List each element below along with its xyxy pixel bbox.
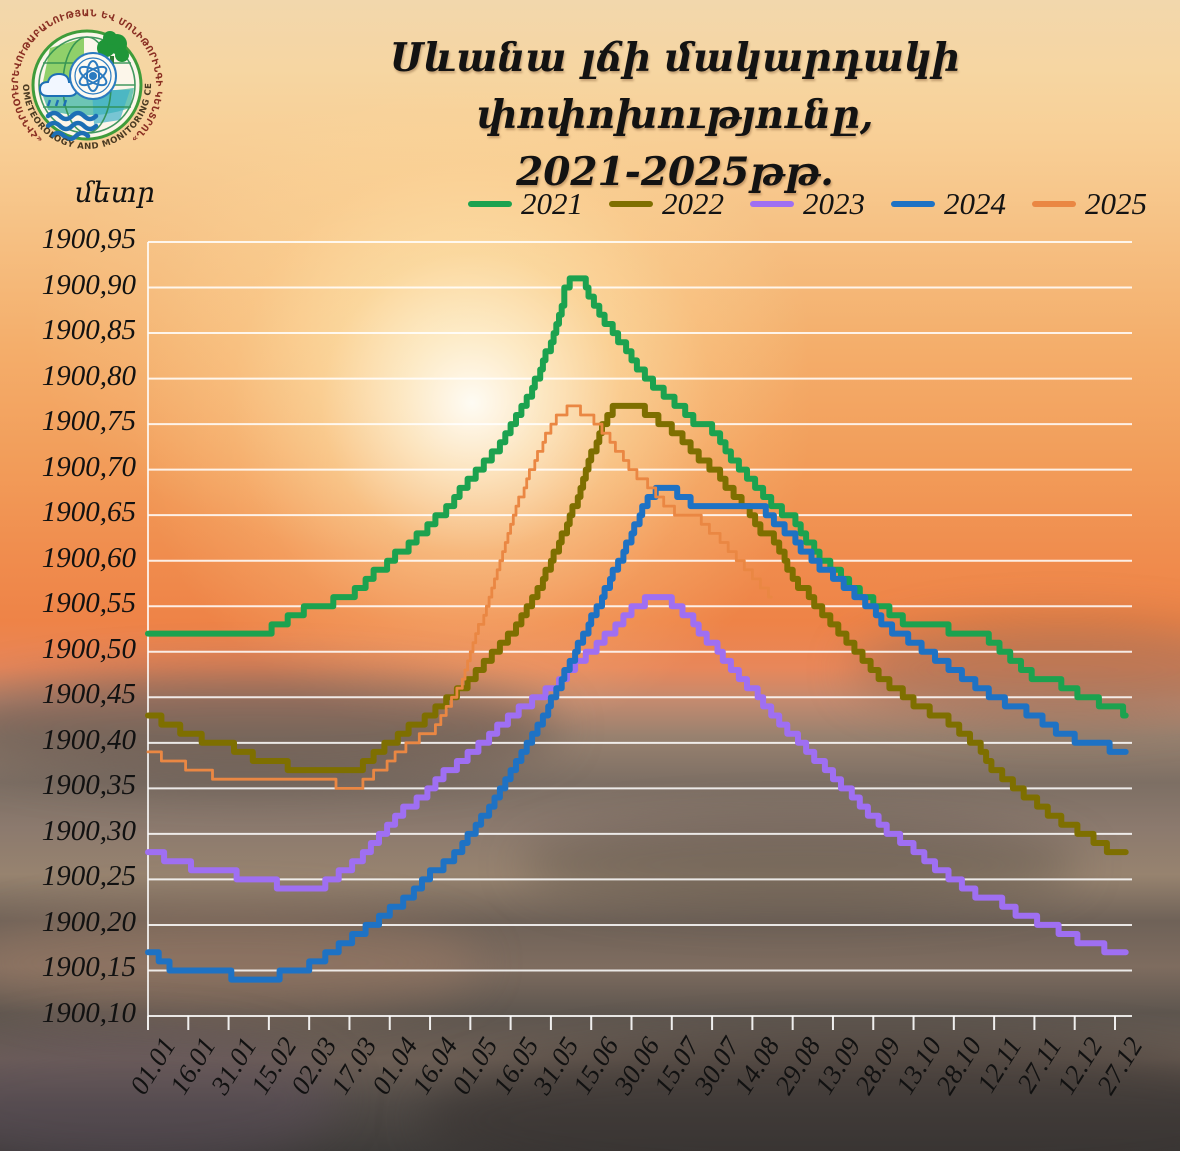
legend-label-2023: 2023 — [803, 186, 865, 221]
y-tick-label: 1900,30 — [41, 814, 136, 847]
logo-cloud-icon — [38, 72, 79, 107]
y-tick-label: 1900,10 — [41, 997, 136, 1029]
y-tick-label: 1900,70 — [41, 450, 136, 483]
y-tick-label: 1900,80 — [41, 359, 136, 392]
legend-swatch-2025 — [1032, 201, 1076, 207]
legend-swatch-2023 — [750, 201, 794, 207]
legend-label-2025: 2025 — [1085, 186, 1147, 221]
y-tick-label: 1900,25 — [41, 860, 136, 893]
y-tick-label: 1900,65 — [41, 496, 136, 529]
chart-title: Սևանա լճի մակարդակի փոփոխությունը, 2021-… — [190, 30, 1160, 201]
legend-item-2023: 2023 — [750, 186, 865, 222]
y-tick-label: 1900,20 — [41, 905, 136, 938]
series-line-2022 — [145, 402, 1129, 856]
series-line-2021 — [145, 275, 1129, 719]
chart-title-line2: 2021-2025թթ. — [516, 149, 834, 195]
series-line-2024 — [145, 484, 1129, 983]
legend-item-2021: 2021 — [468, 186, 583, 222]
legend-item-2025: 2025 — [1032, 186, 1147, 222]
y-tick-label: 1900,60 — [41, 541, 136, 574]
y-axis-unit-label: մետր — [75, 176, 155, 209]
legend-swatch-2021 — [468, 201, 512, 207]
logo-waves-icon — [45, 110, 99, 142]
chart-title-line1: Սևանա լճի մակարդակի փոփոխությունը, — [389, 35, 961, 138]
y-tick-label: 1900,40 — [41, 723, 136, 756]
series-line-2025 — [146, 404, 773, 790]
legend-label-2022: 2022 — [662, 186, 724, 221]
legend-label-2021: 2021 — [521, 186, 583, 221]
legend-label-2024: 2024 — [944, 186, 1006, 221]
chart-legend: 2021 2022 2023 2024 2025 — [468, 186, 1173, 222]
legend-item-2024: 2024 — [891, 186, 1006, 222]
legend-swatch-2022 — [609, 201, 653, 207]
y-tick-label: 1900,50 — [41, 632, 136, 665]
hydromet-logo: «ՀԻԴՐՈՕԴԵՐԵՎՈՒԹԱԲԱՆՈՒԹՅԱՆ ԵՎ ՄՈՆԻԹՈՐԻՆԳԻ… — [10, 8, 164, 152]
y-tick-label: 1900,15 — [41, 951, 136, 984]
legend-item-2022: 2022 — [609, 186, 724, 222]
y-tick-label: 1900,45 — [41, 678, 136, 711]
y-tick-label: 1900,85 — [41, 314, 136, 347]
y-tick-label: 1900,75 — [41, 405, 136, 438]
y-tick-label: 1900,90 — [41, 268, 136, 301]
y-tick-label: 1900,95 — [41, 223, 136, 255]
logo-atom-icon — [69, 52, 117, 100]
legend-swatch-2024 — [891, 201, 935, 207]
series-line-2023 — [145, 594, 1129, 956]
y-tick-label: 1900,55 — [41, 587, 136, 620]
y-tick-label: 1900,35 — [41, 769, 136, 802]
